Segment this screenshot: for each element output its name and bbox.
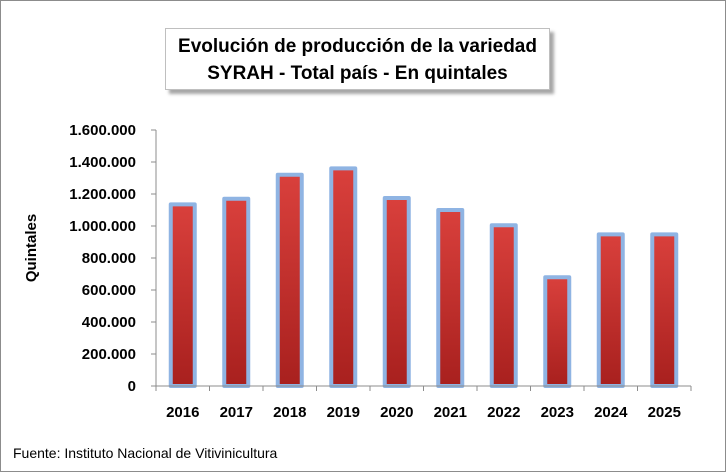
x-tick-label: 2023 <box>541 404 574 421</box>
x-tick-label: 2024 <box>594 404 628 421</box>
bar-2025 <box>650 232 679 388</box>
y-tick-label: 800.000 <box>82 250 136 267</box>
chart-subtitle: SYRAH - Total país - En quintales <box>207 63 508 84</box>
bars <box>168 166 679 389</box>
y-tick-label: 1.600.000 <box>69 122 136 139</box>
bar-2019 <box>329 166 358 388</box>
x-tick-label: 2017 <box>220 404 253 421</box>
x-axis: 2016 2017 2018 2019 2020 2021 2022 2023 2024 2025 <box>155 385 692 421</box>
x-tick-label: 2019 <box>327 404 360 421</box>
y-tick-label: 200.000 <box>82 346 136 363</box>
bar-2017 <box>222 196 251 388</box>
x-tick-label: 2025 <box>648 404 681 421</box>
x-tick-label: 2016 <box>166 404 199 421</box>
bar-2022 <box>489 223 518 388</box>
x-tick-label: 2022 <box>487 404 520 421</box>
y-tick-label: 1.000.000 <box>69 218 136 235</box>
x-tick-label: 2018 <box>273 404 306 421</box>
bar-2024 <box>596 232 625 388</box>
x-tick-label: 2021 <box>434 404 467 421</box>
bar-2016 <box>168 202 197 388</box>
y-tick-label: 1.400.000 <box>69 154 136 171</box>
y-tick-label: 0 <box>128 378 136 395</box>
bar-2020 <box>382 196 411 388</box>
source-note: Fuente: Instituto Nacional de Vitivinicu… <box>13 445 278 461</box>
bar-2018 <box>275 172 304 388</box>
bar-2023 <box>543 275 572 389</box>
y-axis-title: Quintales <box>23 214 40 282</box>
chart-title-box: Evolución de producción de la variedad S… <box>165 28 550 90</box>
x-tick-label: 2020 <box>380 404 413 421</box>
y-axis: 0 200.000 400.000 600.000 800.000 1.000.000 1.… <box>69 122 157 395</box>
bar-2021 <box>436 208 465 388</box>
y-tick-label: 400.000 <box>82 314 136 331</box>
y-tick-label: 600.000 <box>82 282 136 299</box>
y-tick-label: 1.200.000 <box>69 186 136 203</box>
chart-title: Evolución de producción de la variedad <box>178 36 537 57</box>
